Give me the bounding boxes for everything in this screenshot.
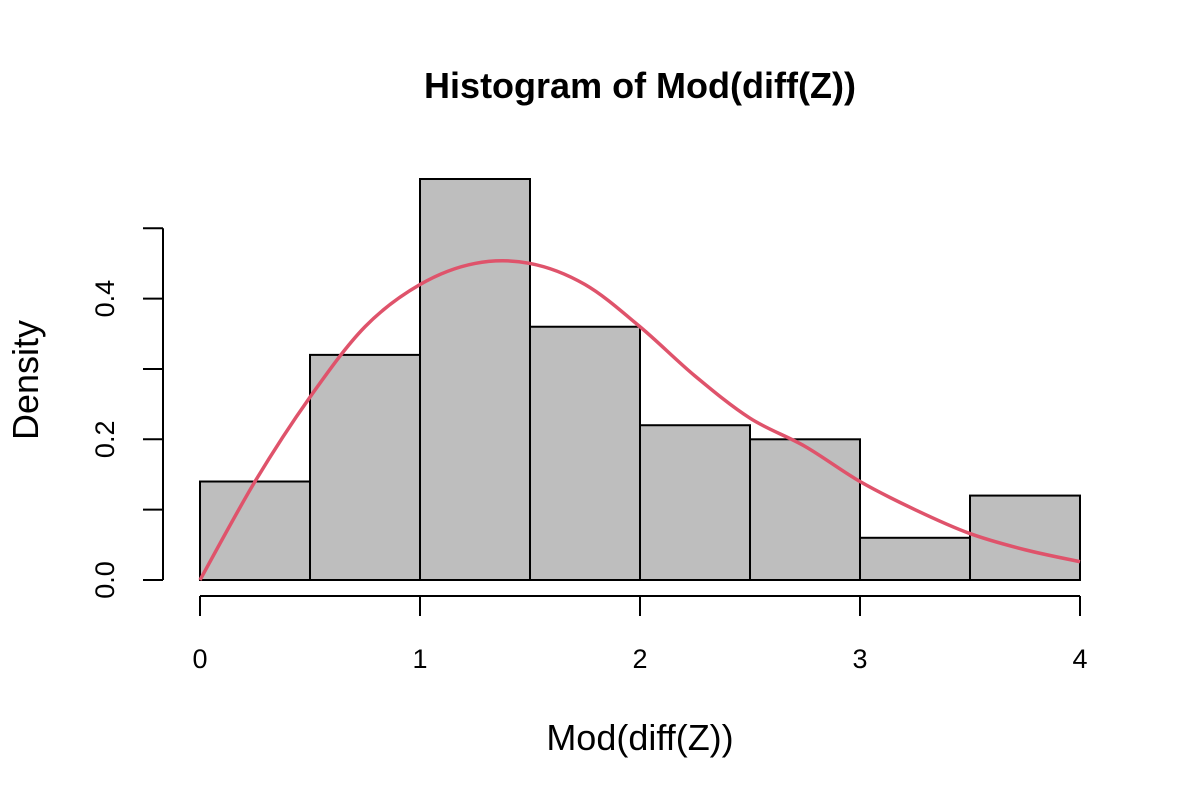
x-tick-label: 0 bbox=[192, 644, 207, 674]
x-tick-label: 2 bbox=[632, 644, 647, 674]
y-tick-label: 0.2 bbox=[90, 421, 120, 459]
bars-group bbox=[200, 179, 1080, 580]
y-axis: 0.0 0.2 0.4 bbox=[90, 228, 163, 599]
x-tick-label: 1 bbox=[412, 644, 427, 674]
histogram-bar bbox=[860, 538, 970, 580]
histogram-bar bbox=[200, 482, 310, 580]
y-tick-label: 0.0 bbox=[90, 561, 120, 599]
x-tick-label: 3 bbox=[852, 644, 867, 674]
chart-title: Histogram of Mod(diff(Z)) bbox=[424, 65, 856, 106]
histogram-bar bbox=[420, 179, 530, 580]
histogram-bar bbox=[640, 425, 750, 580]
x-tick-label: 4 bbox=[1072, 644, 1087, 674]
histogram-bar bbox=[310, 355, 420, 580]
histogram-bar bbox=[750, 439, 860, 580]
x-axis: 0 1 2 3 4 bbox=[192, 596, 1087, 674]
y-axis-title: Density bbox=[5, 320, 46, 440]
x-axis-title: Mod(diff(Z)) bbox=[546, 717, 733, 758]
y-tick-label: 0.4 bbox=[90, 280, 120, 318]
histogram-bar bbox=[530, 327, 640, 580]
